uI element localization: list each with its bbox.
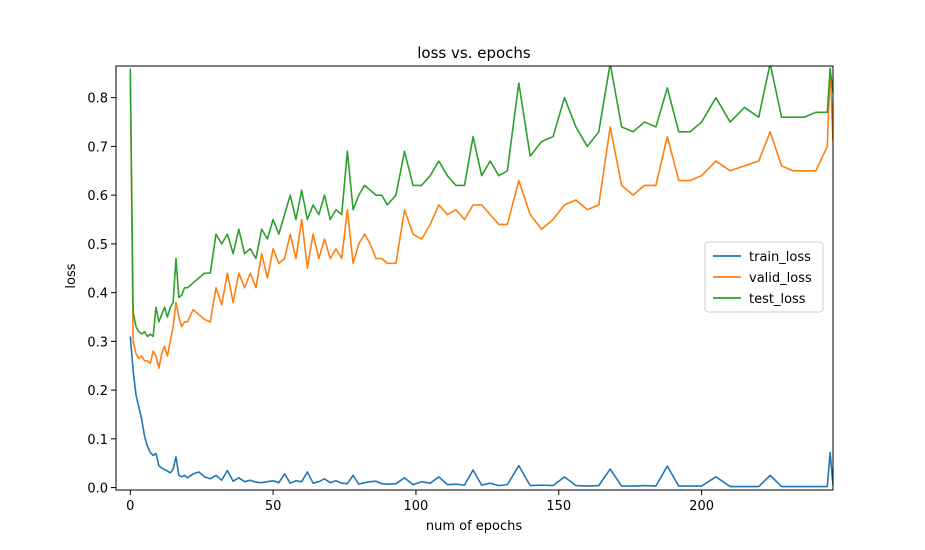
legend-label-train-loss: train_loss xyxy=(749,250,811,265)
y-tick-label: 0.6 xyxy=(87,189,108,204)
plot-frame xyxy=(115,65,834,491)
legend-label-valid-loss: valid_loss xyxy=(749,271,812,286)
series-line-test-loss xyxy=(129,66,833,338)
y-tick-label: 0.4 xyxy=(87,287,108,302)
series-line-train-loss xyxy=(129,336,833,488)
x-tick-label: 100 xyxy=(404,499,429,514)
x-tick-label: 200 xyxy=(689,499,714,514)
y-tick-label: 0.1 xyxy=(87,433,108,448)
x-axis-label: num of epochs xyxy=(426,519,523,534)
plot-area: 0 50 100 150 200 0.0 0.1 0.2 0.3 0.4 0.5 0.6 0.7 0.8 t… xyxy=(87,65,834,514)
y-tick-label: 0.3 xyxy=(87,335,108,350)
x-tick-label: 150 xyxy=(546,499,571,514)
y-tick-label: 0.2 xyxy=(87,384,108,399)
chart-title: loss vs. epochs xyxy=(417,44,531,62)
x-tick-label: 0 xyxy=(126,499,134,514)
legend-label-test-loss: test_loss xyxy=(749,292,806,307)
y-tick-label: 0.0 xyxy=(87,482,108,497)
y-tick-label: 0.5 xyxy=(87,238,108,253)
y-tick-label: 0.8 xyxy=(87,92,108,107)
legend: train_loss valid_loss test_loss xyxy=(704,241,824,313)
y-tick-label: 0.7 xyxy=(87,140,108,155)
y-axis-label: loss xyxy=(64,263,79,288)
x-tick-label: 50 xyxy=(265,499,282,514)
series-line-valid-loss xyxy=(129,67,833,369)
legend-box xyxy=(704,241,824,313)
